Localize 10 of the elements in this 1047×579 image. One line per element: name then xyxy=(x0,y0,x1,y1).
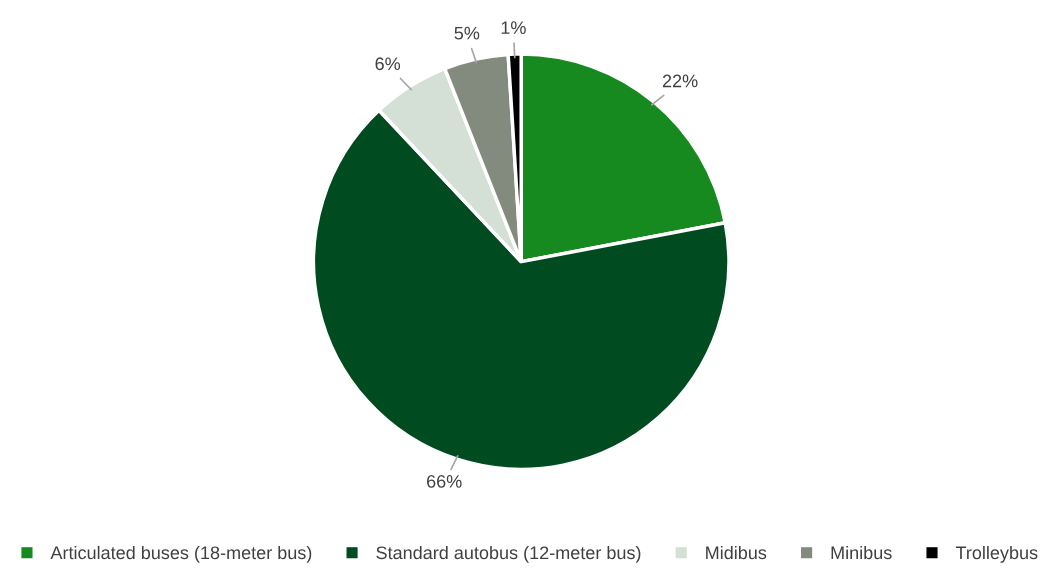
legend-label: Standard autobus (12-meter bus) xyxy=(376,545,641,563)
data-label: 5% xyxy=(454,26,480,40)
legend-label: Midibus xyxy=(706,545,767,560)
legend-label: Articulated buses (18-meter bus) xyxy=(50,545,312,563)
data-label: 22% xyxy=(662,74,698,88)
data-label: 66% xyxy=(427,475,462,488)
data-label: 1% xyxy=(501,21,526,34)
data-label: 6% xyxy=(375,57,401,71)
legend-label: Minibus xyxy=(831,545,892,560)
legend-label: Trolleybus xyxy=(955,545,1038,563)
